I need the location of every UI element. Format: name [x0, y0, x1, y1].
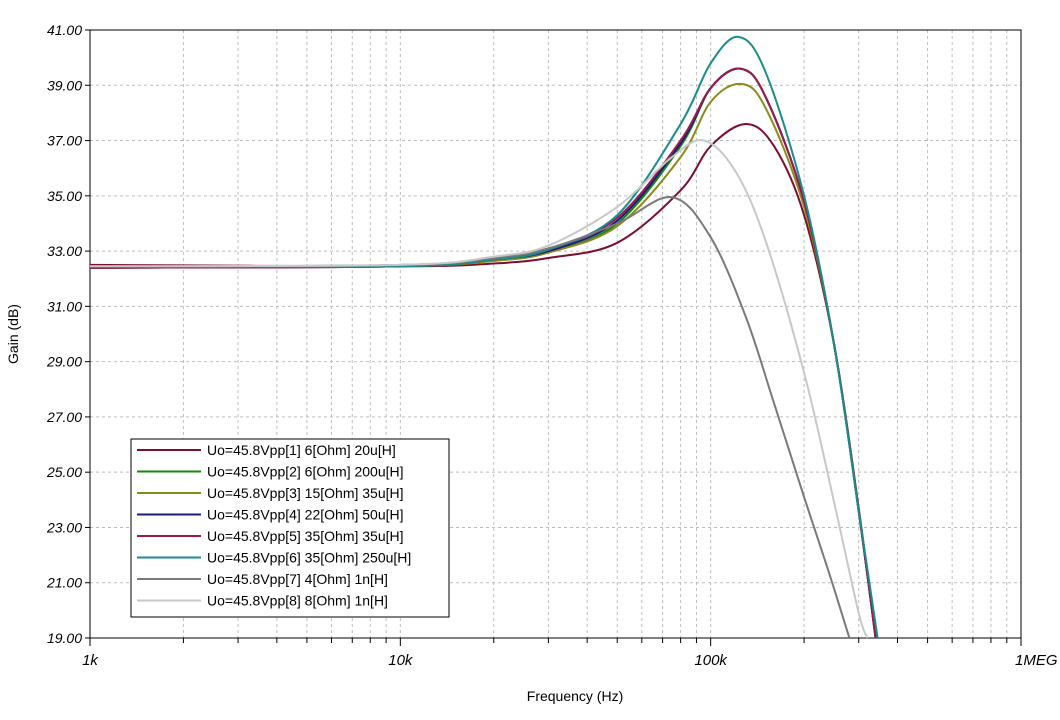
- x-axis-label: Frequency (Hz): [527, 688, 623, 704]
- legend-entry-3: Uo=45.8Vpp[3] 15[Ohm] 35u[H]: [207, 485, 404, 501]
- x-tick-label: 1k: [82, 652, 99, 669]
- y-tick-label: 23.00: [46, 519, 82, 535]
- x-tick-label: 100k: [694, 652, 728, 669]
- y-axis-label: Gain (dB): [5, 304, 21, 364]
- legend-entry-2: Uo=45.8Vpp[2] 6[Ohm] 200u[H]: [207, 464, 404, 480]
- y-tick-label: 29.00: [46, 354, 82, 370]
- y-tick-label: 25.00: [46, 464, 82, 480]
- y-tick-label: 35.00: [47, 188, 82, 204]
- legend-entry-7: Uo=45.8Vpp[7] 4[Ohm] 1n[H]: [207, 571, 388, 587]
- y-tick-label: 31.00: [47, 298, 82, 314]
- y-tick-label: 39.00: [47, 77, 82, 93]
- y-tick-label: 27.00: [46, 409, 82, 425]
- series-lines: [89, 35, 879, 639]
- series-line-6: [89, 35, 879, 639]
- legend: Uo=45.8Vpp[1] 6[Ohm] 20u[H] Uo=45.8Vpp[2]…: [130, 438, 450, 618]
- legend-entry-8: Uo=45.8Vpp[8] 8[Ohm] 1n[H]: [207, 593, 388, 609]
- y-tick-label: 19.00: [47, 630, 82, 646]
- y-tick-label: 33.00: [47, 243, 82, 259]
- y-tick-label: 37.00: [47, 133, 82, 149]
- x-tick-label: 1MEG: [1015, 652, 1058, 669]
- legend-box: [130, 438, 450, 618]
- legend-entry-5: Uo=45.8Vpp[5] 35[Ohm] 35u[H]: [207, 528, 404, 544]
- legend-entry-1: Uo=45.8Vpp[1] 6[Ohm] 20u[H]: [207, 442, 396, 458]
- x-tick-label: 10k: [388, 652, 414, 669]
- y-tick-label: 41.00: [47, 22, 82, 38]
- legend-entry-4: Uo=45.8Vpp[4] 22[Ohm] 50u[H]: [207, 507, 404, 523]
- plot-frame: [89, 29, 1022, 639]
- y-tick-label: 21.00: [46, 575, 82, 591]
- legend-entry-6: Uo=45.8Vpp[6] 35[Ohm] 250u[H]: [207, 550, 411, 566]
- series-line-8: [89, 139, 869, 639]
- axis-ticks: 41.00 39.00 37.00 35.00 33.00 31.00 29.00 27.00…: [46, 22, 1058, 669]
